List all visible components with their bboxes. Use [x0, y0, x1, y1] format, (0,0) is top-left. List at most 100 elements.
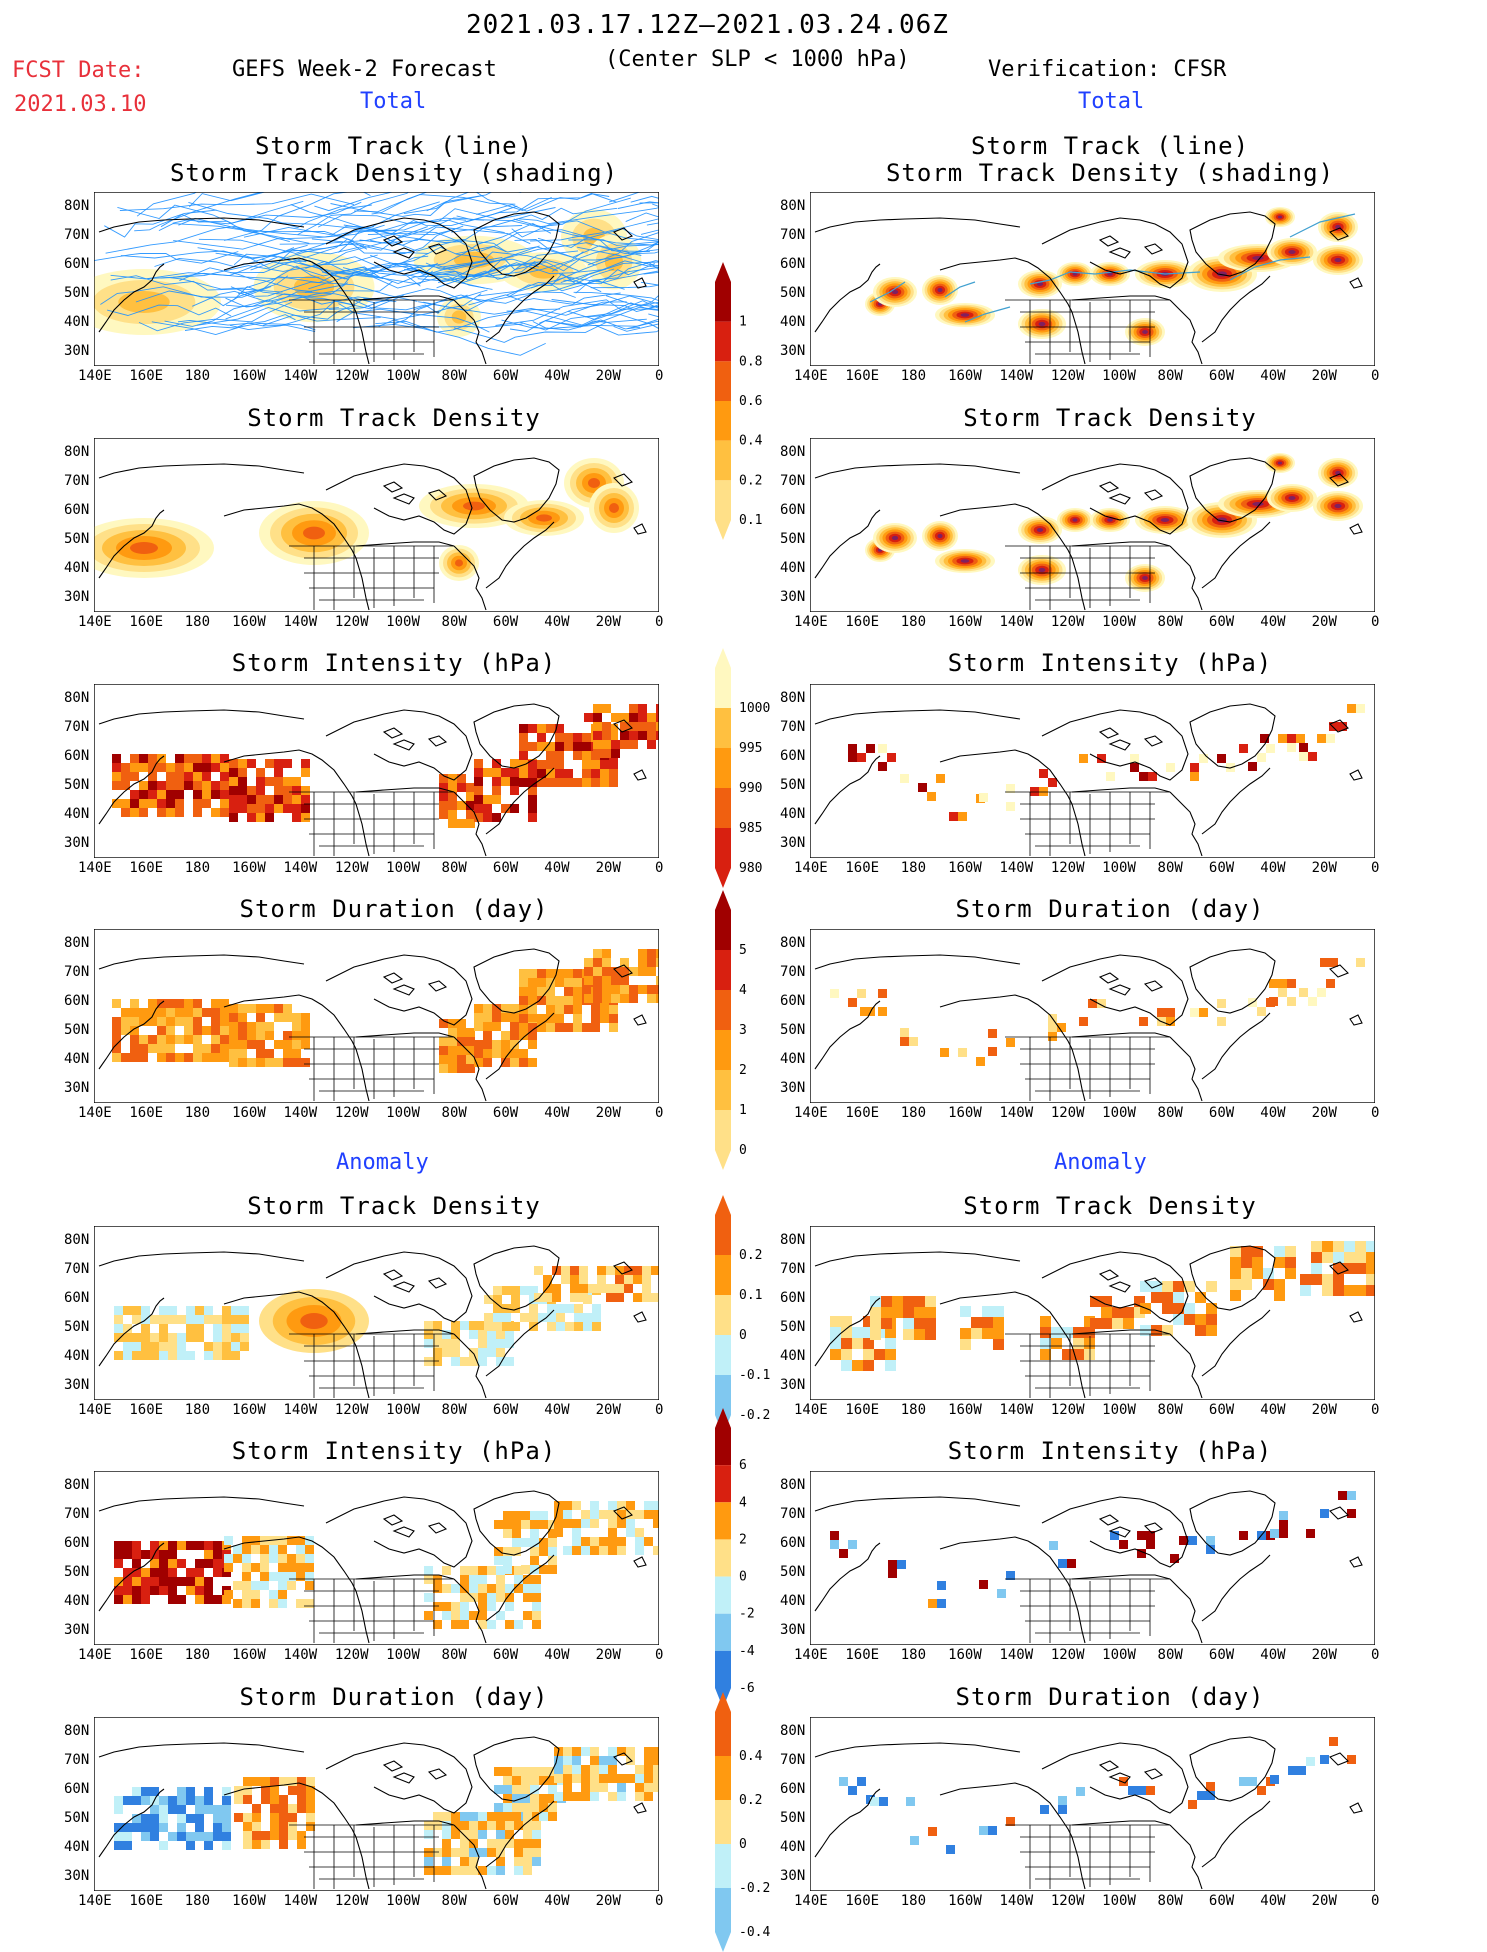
- lat-label: 80N: [64, 1477, 90, 1493]
- lat-label: 60N: [64, 1535, 90, 1551]
- lon-label: 100W: [386, 368, 420, 384]
- lat-label: 40N: [780, 1348, 806, 1364]
- map-left-track: [67, 171, 858, 370]
- lon-label: 160W: [232, 1893, 266, 1909]
- lon-label: 0: [655, 1402, 664, 1418]
- lat-label: 70N: [64, 719, 90, 735]
- lon-label: 160W: [948, 860, 982, 876]
- colorbar-label: 0.1: [739, 513, 762, 528]
- colorbar-label: 2: [739, 1532, 747, 1547]
- lat-label: 50N: [780, 1022, 806, 1038]
- map-right-anom-duration-plot: [809, 1716, 1376, 1892]
- lon-label: 180: [184, 860, 211, 876]
- lon-label: 120W: [1050, 368, 1085, 384]
- lat-label: 70N: [780, 227, 806, 243]
- lat-label: 40N: [780, 314, 806, 330]
- lat-label: 80N: [780, 444, 806, 460]
- lat-label: 50N: [64, 1022, 90, 1038]
- colorbar-label: 0.8: [739, 354, 762, 369]
- lon-label: 80W: [441, 1105, 467, 1121]
- colorbar-label: -6: [739, 1681, 755, 1696]
- lon-label: 20W: [1311, 1647, 1337, 1663]
- lon-label: 140E: [78, 860, 112, 876]
- lon-label: 20W: [1311, 1893, 1337, 1909]
- right-model-title: Verification: CFSR: [988, 57, 1227, 82]
- lon-label: 80W: [441, 860, 467, 876]
- lat-label: 60N: [780, 1781, 806, 1797]
- lat-label: 70N: [780, 1506, 806, 1522]
- lon-label: 140W: [999, 1402, 1034, 1418]
- lon-label: 160W: [948, 1105, 982, 1121]
- lon-label: 100W: [386, 614, 420, 630]
- lon-label: 40W: [544, 1647, 570, 1663]
- lon-label: 0: [1371, 1893, 1380, 1909]
- lon-label: 60W: [1208, 1893, 1235, 1909]
- map-right-anom-duration: [809, 1716, 1376, 1895]
- lon-label: 100W: [386, 860, 420, 876]
- colorbar-duration-total: 5 4 3 2 1 0: [715, 890, 747, 1170]
- lon-label: 40W: [1260, 1105, 1286, 1121]
- lat-label: 60N: [64, 748, 90, 764]
- lon-label: 100W: [1102, 614, 1136, 630]
- lon-label: 180: [900, 1647, 927, 1663]
- lon-label: 160W: [948, 368, 982, 384]
- lon-label: 0: [1371, 1402, 1380, 1418]
- lat-label: 30N: [780, 1377, 806, 1393]
- left-total-label: Total: [360, 89, 427, 114]
- lon-label: 0: [655, 1893, 664, 1909]
- lat-label: 50N: [64, 285, 90, 301]
- lon-label: 160W: [948, 1893, 982, 1909]
- colorbar-intensity-anom: 6 4 2 0 -2 -4 -6: [715, 1408, 755, 1708]
- map-right-density-plot: [809, 437, 1376, 613]
- lon-label: 120W: [1050, 1402, 1085, 1418]
- lat-label: 80N: [64, 1232, 90, 1248]
- lon-label: 0: [1371, 368, 1380, 384]
- lon-label: 140W: [283, 860, 318, 876]
- lon-label: 160E: [845, 860, 880, 876]
- lon-label: 20W: [595, 1893, 621, 1909]
- lat-label: 50N: [64, 1319, 90, 1335]
- lat-label: 40N: [780, 806, 806, 822]
- map-right-density: [809, 437, 1376, 616]
- lat-label: 30N: [780, 1868, 806, 1884]
- colorbar-label: 990: [739, 781, 762, 796]
- lat-label: 50N: [780, 285, 806, 301]
- left-anomaly-label: Anomaly: [336, 1150, 429, 1175]
- map-left-intensity-plot: [93, 683, 665, 859]
- lon-label: 0: [655, 614, 664, 630]
- lon-label: 180: [184, 1105, 211, 1121]
- lon-label: 160W: [232, 860, 266, 876]
- lon-label: 160E: [129, 1402, 164, 1418]
- lon-label: 160W: [232, 1105, 266, 1121]
- lon-label: 100W: [1102, 1402, 1136, 1418]
- lon-label: 100W: [386, 1647, 420, 1663]
- right-total-label: Total: [1078, 89, 1145, 114]
- lat-label: 40N: [64, 314, 90, 330]
- lon-label: 140E: [78, 1402, 112, 1418]
- lon-label: 60W: [1208, 1402, 1235, 1418]
- colorbar-label: 980: [739, 861, 762, 876]
- title-left-density: Storm Track Density: [247, 404, 541, 432]
- title-right-track-shading: Storm Track Density (shading): [885, 159, 1335, 187]
- map-left-anom-intensity-plot: [93, 1470, 662, 1646]
- colorbar-label: 0.1: [739, 1288, 762, 1303]
- lon-label: 100W: [1102, 368, 1136, 384]
- title-right-track-line: Storm Track (line): [970, 132, 1250, 160]
- lon-label: 160W: [232, 368, 266, 384]
- colorbar-label: -2: [739, 1607, 755, 1622]
- lon-label: 60W: [1208, 614, 1235, 630]
- lon-label: 20W: [1311, 614, 1337, 630]
- lat-label: 40N: [64, 1348, 90, 1364]
- lon-label: 40W: [1260, 368, 1286, 384]
- lat-label: 40N: [64, 1593, 90, 1609]
- lat-label: 30N: [780, 1622, 806, 1638]
- lat-label: 80N: [64, 690, 90, 706]
- colorbar-duration-anom: 0.4 0.2 0 -0.2 -0.4: [715, 1692, 770, 1952]
- lon-label: 0: [1371, 614, 1380, 630]
- lat-label: 40N: [780, 560, 806, 576]
- lon-label: 160W: [948, 1647, 982, 1663]
- lon-label: 40W: [1260, 1893, 1286, 1909]
- lat-label: 30N: [64, 1868, 90, 1884]
- lat-label: 80N: [780, 1477, 806, 1493]
- lon-label: 180: [900, 1105, 927, 1121]
